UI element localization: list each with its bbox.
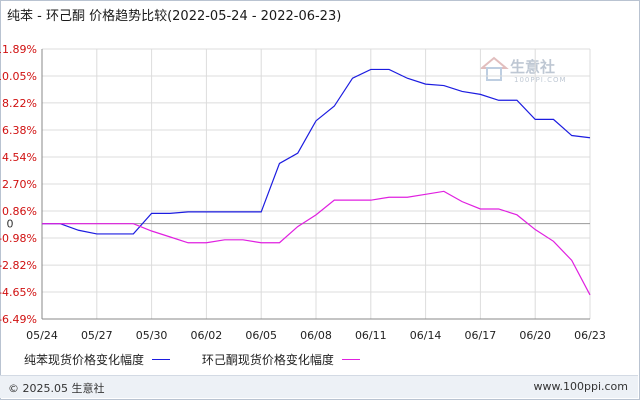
legend-label-benzene: 纯苯现货价格变化幅度 xyxy=(24,353,145,367)
y-tick-label: 11.89% xyxy=(0,43,37,56)
x-tick-label: 05/24 xyxy=(26,329,58,342)
legend-swatch-benzene xyxy=(152,359,171,360)
legend: 纯苯现货价格变化幅度 环己酮现货价格变化幅度 xyxy=(24,351,388,368)
watermark-text: 生意社 xyxy=(510,58,556,76)
y-tick-labels: 11.89% 10.05% 8.22% 6.38% 4.54% 2.70% 0.86% -0.… xyxy=(0,43,37,326)
y-tick-label: -2.82% xyxy=(0,259,37,272)
y-tick-label: 8.22% xyxy=(2,97,37,110)
x-tick-label: 06/08 xyxy=(300,329,332,342)
chart-title: 纯苯 - 环己酮 价格趋势比较(2022-05-24 - 2022-06-23) xyxy=(7,9,342,24)
x-tick-label: 06/14 xyxy=(410,329,442,342)
y-tick-label: -0.98% xyxy=(0,232,37,245)
house-logo-icon xyxy=(479,56,509,81)
y-tick-label: -4.65% xyxy=(0,286,37,299)
x-tick-label: 06/05 xyxy=(245,329,277,342)
watermark-url: 100PPI.COM xyxy=(514,76,567,84)
watermark: 生意社 100PPI.COM xyxy=(479,54,566,88)
y-tick-label: 2.70% xyxy=(2,178,37,191)
series-lines xyxy=(42,68,591,296)
y-tick-label: -6.49% xyxy=(0,313,37,326)
y-tick-label: 0.86% xyxy=(2,205,37,218)
y-tick-label: 10.05% xyxy=(0,70,37,83)
x-tick-label: 06/17 xyxy=(465,329,497,342)
legend-swatch-cyclohexanone xyxy=(341,359,360,360)
x-tick-label: 06/02 xyxy=(191,329,223,342)
legend-item-cyclohexanone: 环己酮现货价格变化幅度 xyxy=(202,351,360,368)
y-zero-label: 0 xyxy=(7,218,14,231)
footer: © 2025.05 生意社 www.100ppi.com xyxy=(0,375,638,398)
series-line-cyclohexanone xyxy=(42,190,591,296)
x-tick-label: 05/30 xyxy=(136,329,168,342)
copyright-text: © 2025.05 生意社 xyxy=(8,382,105,395)
x-tick-label: 06/20 xyxy=(519,329,551,342)
y-tick-label: 6.38% xyxy=(2,124,37,137)
gridlines xyxy=(41,48,591,320)
legend-item-benzene: 纯苯现货价格变化幅度 xyxy=(24,351,171,368)
x-tick-label: 06/11 xyxy=(355,329,387,342)
x-tick-labels: 05/24 05/27 05/30 06/02 06/05 06/08 06/11 06/14… xyxy=(26,329,606,342)
site-link[interactable]: www.100ppi.com xyxy=(533,380,628,393)
y-tick-label: 4.54% xyxy=(2,151,37,164)
x-tick-label: 06/23 xyxy=(574,329,606,342)
series-line-benzene xyxy=(42,68,591,235)
x-tick-label: 05/27 xyxy=(81,329,113,342)
legend-label-cyclohexanone: 环己酮现货价格变化幅度 xyxy=(201,353,334,367)
